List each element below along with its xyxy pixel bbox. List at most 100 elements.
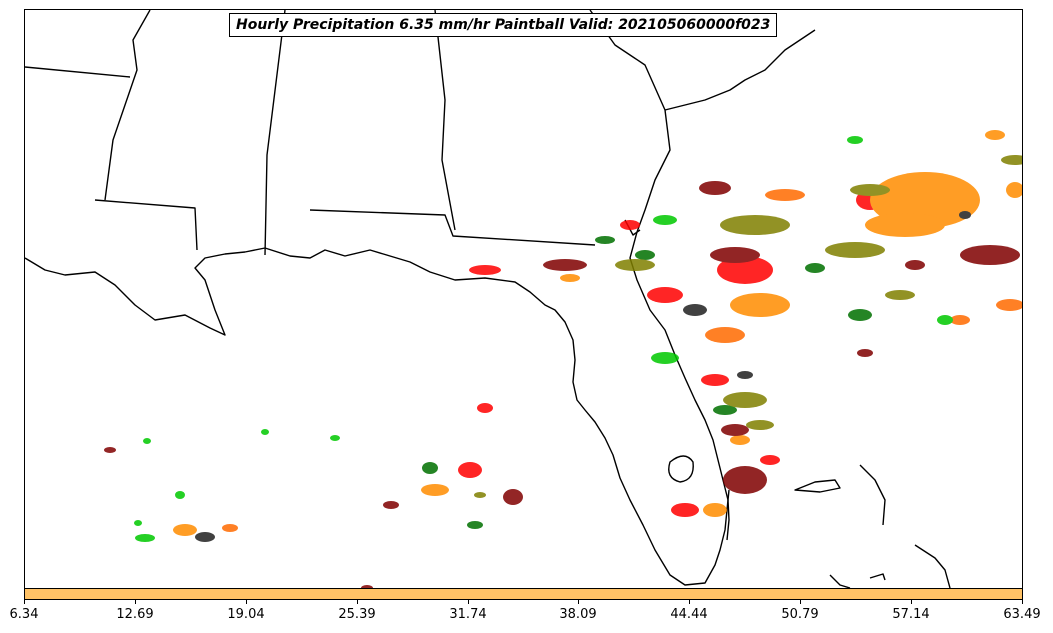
colorbar-tick (1022, 600, 1023, 604)
paintball-green (261, 429, 269, 435)
paintball-olive (615, 259, 655, 271)
colorbar-tick (24, 600, 25, 604)
paintball-maroon (699, 181, 731, 195)
paintball-olive (885, 290, 915, 300)
paintball-dark-orange (705, 327, 745, 343)
paintball-red (671, 503, 699, 517)
map-canvas (25, 10, 1022, 588)
paintball-olive (720, 215, 790, 235)
atlantic-coastline (589, 10, 730, 541)
paintball-green (653, 215, 677, 225)
lake-okeechobee (668, 455, 694, 483)
colorbar-tick-label: 44.44 (670, 607, 708, 622)
bahamas-island-2 (859, 464, 886, 526)
paintball-dark-green (422, 462, 438, 474)
paintball-maroon (905, 260, 925, 270)
paintball-green (847, 136, 863, 144)
paintball-dark-green (848, 309, 872, 321)
paintball-dark-green (467, 521, 483, 529)
colorbar-tick-label: 31.74 (449, 607, 487, 622)
paintball-layer (104, 130, 1022, 588)
colorbar-tick (246, 600, 247, 604)
colorbar-tick (689, 600, 690, 604)
paintball-black (195, 532, 215, 542)
paintball-orange (865, 213, 945, 237)
bahamas-island-3 (914, 544, 951, 588)
paintball-orange (985, 130, 1005, 140)
paintball-maroon (857, 349, 873, 357)
carolina-coastline (664, 29, 816, 111)
paintball-dark-orange (222, 524, 238, 532)
paintball-maroon (723, 466, 767, 494)
paintball-green (143, 438, 151, 444)
paintball-orange (560, 274, 580, 282)
paintball-maroon (710, 247, 760, 263)
paintball-dark-green (805, 263, 825, 273)
paintball-black (737, 371, 753, 379)
paintball-olive (723, 392, 767, 408)
paintball-red (717, 256, 773, 284)
map-title: Hourly Precipitation 6.35 mm/hr Paintbal… (229, 13, 778, 37)
paintball-red (760, 455, 780, 465)
colorbar-tick-label: 50.79 (781, 607, 819, 622)
paintball-orange (421, 484, 449, 496)
bahamas-island-1 (794, 479, 841, 493)
bahamas-island-5 (869, 573, 886, 581)
paintball-green (651, 352, 679, 364)
colorbar (24, 588, 1023, 600)
paintball-maroon (383, 501, 399, 509)
gulf-coastline (25, 247, 730, 586)
paintball-green (134, 520, 142, 526)
paintball-green (175, 491, 185, 499)
paintball-red (647, 287, 683, 303)
bahamas-island-4 (829, 574, 851, 588)
colorbar-tick (911, 600, 912, 604)
colorbar-tick (357, 600, 358, 604)
paintball-orange (730, 435, 750, 445)
paintball-olive (474, 492, 486, 498)
paintball-dark-green (713, 405, 737, 415)
colorbar-tick (800, 600, 801, 604)
state-border-al-fl (309, 209, 596, 246)
paintball-orange (703, 503, 727, 517)
state-border-al-ga (434, 10, 456, 231)
colorbar-tick-label: 6.34 (9, 607, 39, 622)
paintball-black (683, 304, 707, 316)
paintball-orange (173, 524, 197, 536)
paintball-maroon (721, 424, 749, 436)
colorbar-tick-label: 63.49 (1003, 607, 1041, 622)
colorbar-tick-label: 25.39 (338, 607, 376, 622)
paintball-dark-green (635, 250, 655, 260)
paintball-dark-orange (996, 299, 1022, 311)
paintball-black (959, 211, 971, 219)
paintball-dark-orange (950, 315, 970, 325)
mississippi-river-border (104, 10, 151, 201)
paintball-red (620, 220, 640, 230)
colorbar-ticks: 6.34 12.69 19.04 25.39 31.74 38.09 44.44 50.79 5… (10, 600, 1041, 630)
paintball-olive (1001, 155, 1022, 165)
paintball-orange (1006, 182, 1022, 198)
paintball-dark-green (595, 236, 615, 244)
paintball-green (135, 534, 155, 542)
state-border-ms-la (94, 199, 198, 251)
paintball-maroon (503, 489, 523, 505)
state-border-ms-al (264, 10, 286, 256)
colorbar-tick-label: 57.14 (892, 607, 930, 622)
paintball-dark-orange (765, 189, 805, 201)
colorbar-tick (135, 600, 136, 604)
paintball-maroon (960, 245, 1020, 265)
colorbar-tick-label: 38.09 (559, 607, 597, 622)
colorbar-tick-label: 12.69 (116, 607, 154, 622)
paintball-red (477, 403, 493, 413)
colorbar-tick (578, 600, 579, 604)
state-border-tn-ms (25, 66, 131, 78)
map-frame (24, 9, 1023, 589)
paintball-maroon (543, 259, 587, 271)
colorbar-tick-label: 19.04 (227, 607, 265, 622)
paintball-red (701, 374, 729, 386)
paintball-orange (730, 293, 790, 317)
paintball-olive (825, 242, 885, 258)
paintball-green (937, 315, 953, 325)
paintball-green (330, 435, 340, 441)
paintball-red (458, 462, 482, 478)
